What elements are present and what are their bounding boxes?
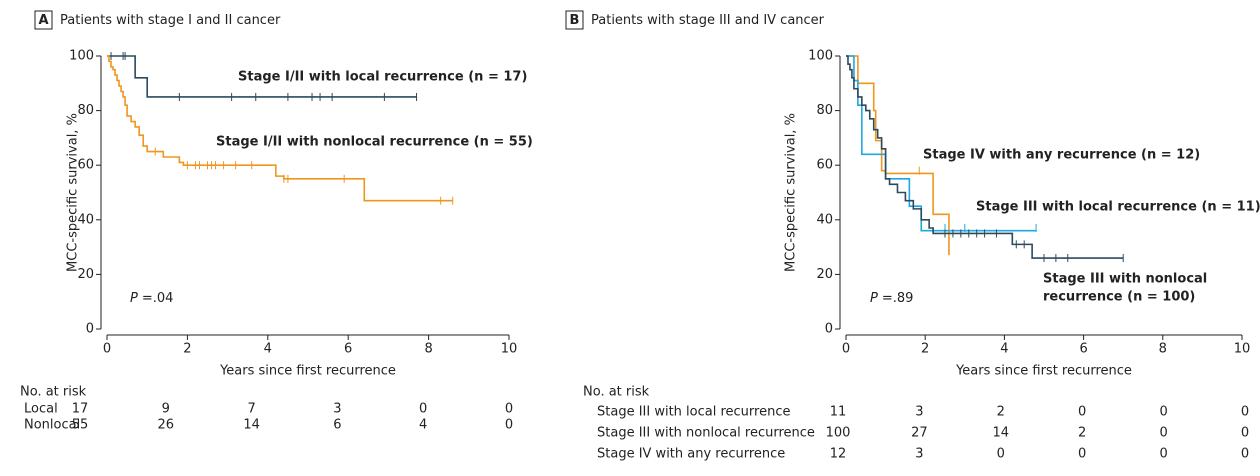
risk-row-label: Stage III with local recurrence [597, 405, 790, 420]
p-label: P [870, 291, 878, 306]
x-axis-label: Years since first recurrence [219, 364, 396, 379]
risk-count: 0 [1241, 447, 1249, 462]
risk-count: 27 [911, 426, 928, 441]
risk-count: 6 [333, 418, 341, 433]
series-label: Stage IV with any recurrence (n = 12) [923, 148, 1200, 163]
risk-count: 14 [243, 418, 260, 433]
x-tick-label: 4 [264, 342, 272, 357]
x-tick-label: 0 [103, 342, 111, 357]
series-label: Stage I/II with nonlocal recurrence (n =… [216, 135, 533, 150]
p-text: =.89 [882, 291, 914, 306]
x-tick-label: 0 [842, 342, 850, 357]
y-tick-label: 80 [77, 103, 94, 118]
x-axis-label: Years since first recurrence [955, 364, 1132, 379]
panel-title: Patients with stage I and II cancer [60, 13, 281, 28]
p-label: P [130, 291, 138, 306]
risk-count: 0 [505, 402, 513, 417]
risk-count: 0 [1159, 426, 1167, 441]
risk-count: 26 [158, 418, 175, 433]
risk-count: 0 [1241, 405, 1249, 420]
x-tick-label: 10 [501, 342, 518, 357]
panel-label: B [570, 13, 580, 28]
risk-count: 3 [333, 402, 341, 417]
x-tick-label: 4 [1000, 342, 1008, 357]
p-value: P =.89 [870, 291, 913, 306]
risk-count: 12 [830, 447, 847, 462]
y-tick-label: 20 [816, 267, 833, 282]
risk-count: 0 [419, 402, 427, 417]
risk-count: 17 [72, 402, 89, 417]
y-tick-label: 40 [77, 212, 94, 227]
risk-count: 2 [1078, 426, 1086, 441]
survival-curve [107, 55, 417, 98]
series-label: Stage III with local recurrence (n = 11) [976, 200, 1260, 215]
risk-count: 55 [72, 418, 89, 433]
risk-count: 0 [1078, 447, 1086, 462]
y-axis-label: MCC-specific survival, % [66, 113, 81, 272]
x-tick-label: 6 [1079, 342, 1087, 357]
risk-count: 11 [830, 405, 847, 420]
risk-row-label: Stage III with nonlocal recurrence [597, 426, 815, 441]
y-tick-label: 80 [816, 103, 833, 118]
risk-count: 14 [993, 426, 1010, 441]
panel-title: Patients with stage III and IV cancer [591, 13, 825, 28]
survival-curve [846, 55, 1124, 259]
p-value: P =.04 [130, 291, 173, 306]
risk-count: 0 [1241, 426, 1249, 441]
x-tick-label: 2 [183, 342, 191, 357]
risk-table-title: No. at risk [20, 385, 87, 400]
y-tick-label: 100 [69, 49, 94, 64]
risk-count: 100 [826, 426, 851, 441]
x-tick-label: 2 [921, 342, 929, 357]
risk-count: 3 [915, 447, 923, 462]
y-tick-label: 0 [86, 322, 94, 337]
risk-count: 0 [1078, 405, 1086, 420]
risk-row-label: Nonlocal [24, 418, 80, 433]
risk-row-label: Stage IV with any recurrence [597, 447, 785, 462]
y-tick-label: 100 [808, 49, 833, 64]
series-label: Stage III with nonlocal [1043, 272, 1207, 287]
risk-row-label: Local [24, 402, 58, 417]
risk-count: 0 [505, 418, 513, 433]
x-tick-label: 6 [344, 342, 352, 357]
panel-label-box [565, 10, 584, 30]
x-tick-label: 10 [1234, 342, 1251, 357]
y-tick-label: 20 [77, 267, 94, 282]
y-tick-label: 40 [816, 212, 833, 227]
risk-table-title: No. at risk [583, 385, 650, 400]
panel-label-box [34, 10, 53, 30]
p-text: =.04 [142, 291, 174, 306]
risk-count: 2 [997, 405, 1005, 420]
y-tick-label: 60 [77, 158, 94, 173]
x-tick-label: 8 [424, 342, 432, 357]
risk-count: 0 [997, 447, 1005, 462]
panel-label: A [38, 13, 48, 28]
y-axis-label: MCC-specific survival, % [784, 113, 799, 272]
y-tick-label: 0 [825, 322, 833, 337]
risk-count: 7 [247, 402, 255, 417]
risk-count: 9 [162, 402, 170, 417]
risk-count: 0 [1159, 405, 1167, 420]
x-tick-label: 8 [1159, 342, 1167, 357]
risk-count: 4 [419, 418, 427, 433]
series-label: recurrence (n = 100) [1043, 290, 1195, 305]
risk-count: 0 [1159, 447, 1167, 462]
y-tick-label: 60 [816, 158, 833, 173]
survival-curve [107, 55, 453, 202]
series-label: Stage I/II with local recurrence (n = 17… [238, 70, 527, 85]
risk-count: 3 [915, 405, 923, 420]
